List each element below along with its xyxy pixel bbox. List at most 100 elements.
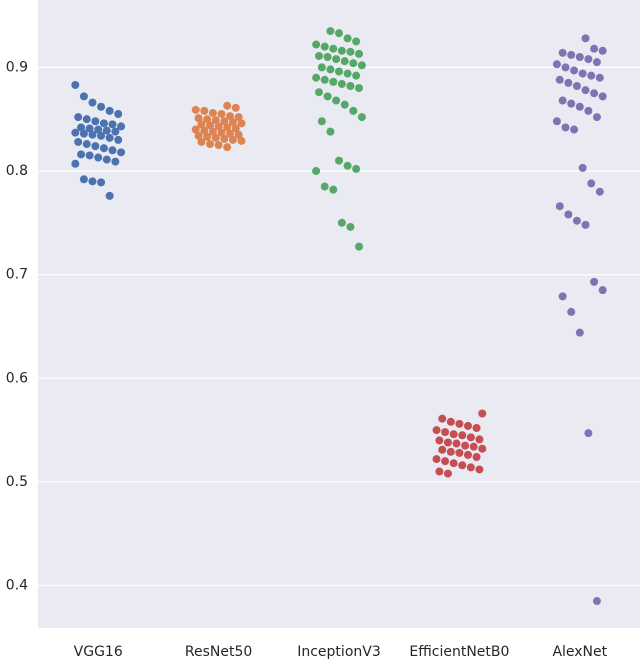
point <box>343 69 352 78</box>
point <box>590 44 599 53</box>
point <box>312 73 321 82</box>
point <box>592 113 601 122</box>
point <box>449 459 458 468</box>
point <box>558 96 567 105</box>
point <box>466 433 475 442</box>
point <box>94 125 103 134</box>
y-tick-label: 0.6 <box>6 370 28 386</box>
point <box>349 59 358 68</box>
point <box>314 88 323 97</box>
point <box>572 216 581 225</box>
point <box>575 328 584 337</box>
point <box>352 37 361 46</box>
point <box>326 127 335 136</box>
point <box>558 292 567 301</box>
point <box>197 137 206 146</box>
point <box>572 82 581 91</box>
point <box>595 73 604 82</box>
point <box>441 428 450 437</box>
point <box>97 178 106 187</box>
x-tick-label: InceptionV3 <box>297 644 381 660</box>
y-tick-label: 0.7 <box>6 267 28 283</box>
point <box>111 157 120 166</box>
point <box>114 109 123 118</box>
point <box>340 57 349 66</box>
point <box>590 277 599 286</box>
point <box>564 210 573 219</box>
point <box>197 120 206 129</box>
point <box>567 50 576 59</box>
point <box>234 130 243 139</box>
point <box>357 113 366 122</box>
point <box>71 159 80 168</box>
point <box>82 115 91 124</box>
point <box>203 132 212 141</box>
point <box>472 423 481 432</box>
point <box>91 117 100 126</box>
point <box>458 461 467 470</box>
point <box>220 117 229 126</box>
point <box>194 131 203 140</box>
point <box>223 123 232 132</box>
point <box>206 140 215 149</box>
point <box>332 96 341 105</box>
point <box>355 242 364 251</box>
y-tick-label: 0.9 <box>6 59 28 75</box>
point <box>97 102 106 111</box>
point <box>329 77 338 86</box>
y-tick-label: 0.8 <box>6 163 28 179</box>
point <box>108 120 117 129</box>
point <box>111 127 120 136</box>
point <box>77 123 86 132</box>
point <box>99 119 108 128</box>
point <box>478 409 487 418</box>
point <box>208 108 217 117</box>
x-tick-label: AlexNet <box>552 644 607 660</box>
point <box>478 444 487 453</box>
point <box>217 128 226 137</box>
point <box>335 156 343 165</box>
point <box>558 48 567 57</box>
point <box>105 106 114 115</box>
point <box>91 142 100 151</box>
point <box>226 129 235 138</box>
point <box>355 49 364 58</box>
point <box>82 140 91 149</box>
point <box>74 137 83 146</box>
point <box>584 55 593 64</box>
point <box>312 40 321 49</box>
point <box>575 52 584 61</box>
point <box>432 455 441 464</box>
point <box>208 127 217 136</box>
point <box>475 465 484 474</box>
point <box>85 124 94 133</box>
point <box>575 102 584 111</box>
point <box>117 148 126 157</box>
point <box>443 438 452 447</box>
point <box>323 92 332 101</box>
point <box>570 66 579 75</box>
point <box>214 122 223 131</box>
point <box>552 60 561 69</box>
point <box>191 105 200 114</box>
point <box>598 92 607 101</box>
point <box>346 222 355 231</box>
point <box>466 463 475 472</box>
point <box>320 182 329 191</box>
point <box>74 113 83 122</box>
point <box>85 151 94 160</box>
point <box>567 99 576 108</box>
point <box>561 123 570 132</box>
y-tick-label: 0.5 <box>6 474 28 490</box>
point <box>446 417 455 426</box>
point <box>463 450 472 459</box>
point <box>590 89 599 98</box>
plot-area <box>38 0 640 628</box>
x-tick-label: EfficientNetB0 <box>409 644 509 660</box>
point <box>317 117 326 126</box>
point <box>469 442 478 451</box>
point <box>77 150 86 159</box>
point <box>237 136 246 145</box>
point <box>329 185 338 194</box>
point <box>598 46 607 55</box>
